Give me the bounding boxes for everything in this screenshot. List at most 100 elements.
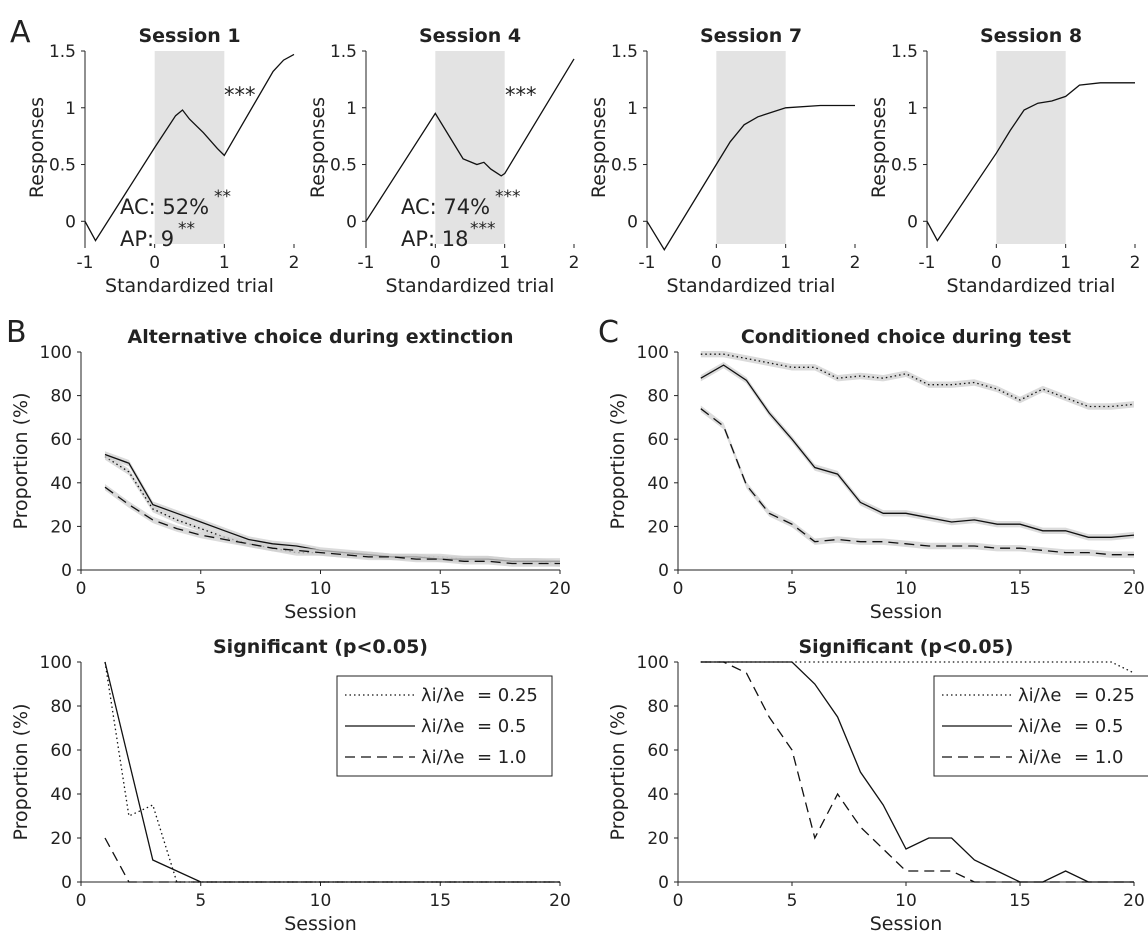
chart-title: Significant (p<0.05) [799, 636, 1014, 658]
s1-ac-text: AC: 52% [120, 195, 209, 219]
y-axis-label: Responses [868, 97, 890, 198]
x-tick-label: 20 [1123, 579, 1145, 599]
x-tick-label: 15 [1009, 579, 1031, 599]
y-tick-label: 1 [627, 99, 638, 119]
x-tick-label: 0 [76, 579, 87, 599]
y-tick-label: 80 [50, 387, 72, 407]
y-tick-label: 1 [65, 99, 76, 119]
legend-value-label: = 0.25 [477, 685, 538, 706]
legend-ratio-label: λi/λe [1018, 685, 1061, 706]
x-tick-label: 5 [787, 891, 798, 911]
shaded-region [996, 51, 1066, 244]
y-axis-label: Responses [26, 97, 48, 198]
y-tick-label: 60 [647, 741, 669, 761]
panel-label-a: A [10, 15, 31, 50]
x-tick-label: 0 [76, 891, 87, 911]
legend-value-label: = 0.25 [1074, 685, 1135, 706]
x-axis-label: Session [870, 601, 943, 623]
y-tick-label: 80 [647, 387, 669, 407]
y-tick-label: 0 [346, 212, 357, 232]
chart-title: Significant (p<0.05) [213, 636, 428, 658]
y-axis-label: Proportion (%) [10, 393, 32, 530]
chart-title: Conditioned choice during test [741, 326, 1071, 348]
y-tick-label: 20 [50, 829, 72, 849]
chart-c2: 0 20 40 60 80 100 0 5 10 15 20 Significant (p<0.05)… [607, 636, 1148, 935]
y-tick-label: 0.5 [891, 156, 918, 176]
chart-title: Session 7 [700, 25, 802, 47]
legend-ratio-label: λi/λe [421, 747, 464, 768]
x-tick-label: 2 [1130, 253, 1141, 273]
legend: λi/λe = 0.25 λi/λe = 0.5 λi/λe = 1.0 [933, 675, 1148, 777]
y-tick-label: 0 [907, 212, 918, 232]
x-tick-label: 1 [1060, 253, 1071, 273]
x-tick-label: 0 [711, 253, 722, 273]
x-tick-label: -1 [919, 253, 936, 273]
series-band [700, 361, 1134, 541]
series-line-solid [104, 453, 560, 562]
x-tick-label: 10 [310, 891, 332, 911]
y-tick-label: 0 [65, 212, 76, 232]
series-line-dotted [104, 661, 560, 883]
y-tick-label: 100 [40, 653, 72, 673]
x-axis-label: Session [870, 913, 943, 935]
y-tick-label: 0.5 [611, 156, 638, 176]
y-tick-label: 0 [658, 873, 669, 893]
y-tick-label: 60 [647, 430, 669, 450]
x-tick-label: 10 [310, 579, 332, 599]
legend-ratio-label: λi/λe [421, 685, 464, 706]
y-tick-label: 40 [50, 785, 72, 805]
chart-title: Session 1 [138, 25, 240, 47]
series-band [700, 351, 1134, 410]
series-line-solid [700, 364, 1135, 538]
y-tick-label: 60 [50, 741, 72, 761]
s1-stars: *** [224, 83, 256, 107]
legend-value-label: = 1.0 [477, 747, 526, 768]
shaded-region [154, 51, 225, 244]
x-tick-label: -1 [358, 253, 375, 273]
x-tick-label: 2 [569, 253, 580, 273]
s1-ac-sup: ** [214, 187, 231, 207]
x-axis-label: Session [284, 913, 357, 935]
x-tick-label: 20 [1123, 891, 1145, 911]
panel-label-c: C [598, 315, 619, 350]
x-tick-label: 10 [895, 579, 917, 599]
x-tick-label: 1 [219, 253, 230, 273]
x-tick-label: 5 [787, 579, 798, 599]
chart-s1: 0 0.5 1 1.5 -1 0 1 2 Session 1 Standardized trial… [26, 25, 299, 297]
y-tick-label: 1.5 [891, 42, 918, 62]
legend-ratio-label: λi/λe [1018, 747, 1061, 768]
y-axis-label: Responses [588, 97, 610, 198]
x-tick-label: 15 [1009, 891, 1031, 911]
x-tick-label: 0 [673, 579, 684, 599]
legend-ratio-label: λi/λe [1018, 716, 1061, 737]
series-line-dashed [104, 837, 560, 883]
x-axis-label: Session [284, 601, 357, 623]
chart-b2: 0 20 40 60 80 100 0 5 10 15 20 Significant (p<0.05)… [10, 636, 571, 935]
y-tick-label: 0 [61, 873, 72, 893]
y-axis-label: Responses [307, 97, 329, 198]
series-band [700, 405, 1134, 558]
chart-s7: 0 0.5 1 1.5 -1 0 1 2 Session 7 Standardized trial… [588, 25, 860, 297]
y-tick-label: 20 [647, 517, 669, 537]
x-tick-label: 15 [429, 579, 451, 599]
s4-ac-text: AC: 74% [401, 195, 490, 219]
x-tick-label: -1 [639, 253, 656, 273]
x-axis-label: Standardized trial [105, 275, 274, 297]
x-tick-label: -1 [77, 253, 94, 273]
legend-value-label: = 0.5 [1074, 716, 1123, 737]
shaded-region [435, 51, 505, 244]
series-line-solid [646, 104, 855, 251]
x-tick-label: 0 [430, 253, 441, 273]
y-tick-label: 0.5 [49, 156, 76, 176]
s1-ap-text: AP: 9 [120, 227, 174, 251]
s1-ap-sup: ** [178, 219, 195, 239]
y-tick-label: 0.5 [330, 156, 357, 176]
x-tick-label: 20 [549, 891, 571, 911]
panel-label-b: B [6, 315, 27, 350]
y-tick-label: 100 [637, 343, 669, 363]
y-tick-label: 60 [50, 430, 72, 450]
y-axis-label: Proportion (%) [607, 704, 629, 841]
series-line-dashed [700, 408, 1134, 556]
